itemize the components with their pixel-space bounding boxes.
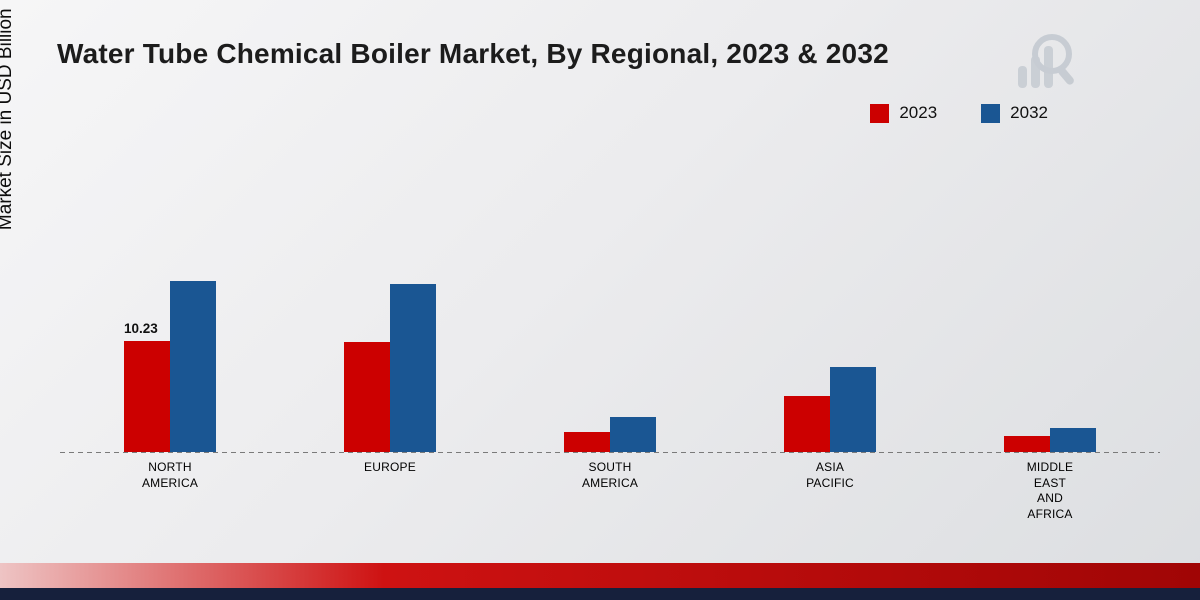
bar-2032-middle-east-and-africa <box>1050 428 1096 452</box>
category-label: EUROPE <box>364 460 416 474</box>
legend-swatch-2032 <box>981 103 1001 123</box>
category-label: NORTH AMERICA <box>141 460 199 490</box>
bar-pair <box>344 284 436 452</box>
footer-navy-stripe <box>0 588 1200 600</box>
y-axis-label: Market Size in USD Billion <box>0 8 16 231</box>
bar-group-asia-pacific: ASIA PACIFIC <box>784 140 876 490</box>
legend-item-2023: 2023 <box>870 103 937 123</box>
bar-2032-north-america <box>170 281 216 452</box>
chart-title: Water Tube Chemical Boiler Market, By Re… <box>57 38 889 69</box>
bar-chart-plot-area: 10.23 NORTH AMERICA EUROPE SOUTH AMERICA ASI… <box>60 140 1160 521</box>
bar-pair <box>784 367 876 452</box>
legend-swatch-2023 <box>870 103 890 123</box>
bar-2032-south-america <box>610 417 656 452</box>
legend: 2023 2032 <box>870 103 1048 123</box>
legend-item-2032: 2032 <box>981 103 1048 123</box>
category-label: ASIA PACIFIC <box>806 460 854 490</box>
bar-pair <box>1004 428 1096 452</box>
bar-2023-north-america: 10.23 <box>124 321 170 452</box>
bar-2023-europe <box>344 342 390 452</box>
mrfr-logo <box>1004 26 1082 109</box>
bar-pair <box>564 417 656 452</box>
legend-label-2023: 2023 <box>899 103 938 122</box>
bar-group-south-america: SOUTH AMERICA <box>564 140 656 490</box>
bar-2032-europe <box>390 284 436 452</box>
bar-group-north-america: 10.23 NORTH AMERICA <box>124 140 216 490</box>
bar-2023-asia-pacific <box>784 396 830 452</box>
bar-group-europe: EUROPE <box>344 140 436 474</box>
footer-red-stripe <box>0 563 1200 588</box>
category-label: MIDDLE EAST AND AFRICA <box>1026 460 1074 521</box>
bar-2023-middle-east-and-africa <box>1004 436 1050 452</box>
logo-magnifier-icon <box>1032 34 1074 85</box>
bar-value-label: 10.23 <box>124 321 158 336</box>
legend-label-2032: 2032 <box>1010 103 1048 122</box>
bar-group-middle-east-and-africa: MIDDLE EAST AND AFRICA <box>1004 140 1096 521</box>
bar-2023-south-america <box>564 432 610 452</box>
bar-2032-asia-pacific <box>830 367 876 452</box>
bar-pair: 10.23 <box>124 281 216 452</box>
zero-baseline <box>60 452 1160 453</box>
category-label: SOUTH AMERICA <box>581 460 639 490</box>
